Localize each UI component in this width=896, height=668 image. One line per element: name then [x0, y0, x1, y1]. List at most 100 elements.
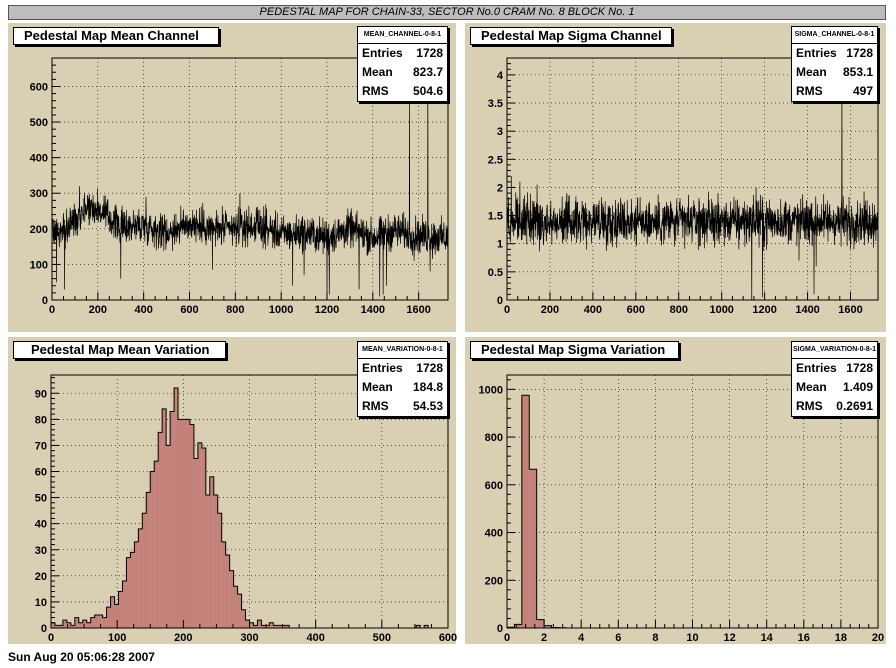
histogram-bar: [178, 419, 183, 628]
histogram-bar: [237, 594, 242, 628]
histogram-bar: [529, 469, 537, 628]
stats-rms-value: 504.6: [412, 84, 443, 98]
x-tick-label: 1400: [795, 304, 819, 316]
x-tick-label: 1600: [406, 304, 430, 316]
histogram-bar: [285, 625, 290, 628]
histogram-bar: [54, 625, 59, 628]
y-tick-label: 30: [35, 545, 47, 557]
histogram-bar: [162, 408, 167, 628]
chart-title: Pedestal Map Sigma Variation: [470, 341, 679, 359]
histogram-bar: [189, 424, 194, 628]
histogram-bar: [126, 557, 131, 628]
y-tick-label: 800: [485, 432, 503, 444]
pad-mean-variation: 0 100 200 300 400 500 600 0 10 20 30 40 50 60 70 80 90 P…: [8, 337, 457, 644]
histogram-bar: [114, 604, 119, 628]
histogram-bar: [249, 622, 254, 628]
histogram-bar: [142, 513, 147, 628]
histogram-bar: [110, 596, 115, 628]
histogram-bar: [70, 625, 75, 628]
y-tick-label: 0.5: [488, 267, 503, 279]
y-tick-label: 20: [35, 571, 47, 583]
y-tick-label: 0: [42, 295, 48, 307]
histogram-bar: [229, 570, 234, 628]
x-tick-label: 600: [180, 304, 198, 316]
y-tick-label: 0: [41, 623, 47, 635]
plot-area: [507, 375, 878, 628]
histogram-bar: [185, 419, 190, 628]
data-series-line: [51, 70, 449, 299]
histogram-bar: [281, 625, 286, 628]
x-tick-label: 200: [174, 632, 192, 644]
histogram-bar: [197, 442, 202, 628]
x-axis: 0 2 4 6 8 10 12 14 16 18 20: [504, 620, 884, 644]
histogram-bar: [78, 622, 83, 628]
histogram-bar: [166, 445, 171, 628]
histogram-bar: [233, 586, 238, 628]
y-tick-label: 0: [497, 295, 503, 307]
histogram-bar: [209, 476, 214, 628]
histogram-bar: [154, 461, 159, 628]
x-tick-label: 4: [578, 632, 585, 644]
histogram-bar: [66, 622, 71, 628]
histogram-bar: [257, 620, 262, 628]
stats-mean-value: 1.409: [842, 380, 873, 394]
y-tick-label: 400: [30, 153, 48, 165]
stats-rms-value: 0.2691: [836, 399, 873, 413]
stats-name: MEAN_VARIATION-0-8-1: [358, 342, 447, 359]
y-axis: 0 200 400 600 800 1000: [479, 375, 515, 635]
x-tick-label: 20: [872, 632, 884, 644]
x-tick-label: 0: [504, 304, 510, 316]
y-tick-label: 100: [30, 259, 48, 271]
histogram-bar: [241, 609, 246, 628]
x-tick-label: 200: [541, 304, 559, 316]
histogram-bar: [62, 620, 67, 628]
histogram-bar: [58, 625, 63, 628]
y-tick-label: 200: [30, 224, 48, 236]
stats-entries-value: 1728: [846, 46, 873, 60]
histogram-bar: [521, 395, 530, 628]
x-tick-label: 6: [615, 632, 621, 644]
histogram-bar: [201, 448, 206, 628]
x-tick-label: 800: [670, 304, 688, 316]
histogram-bar: [150, 471, 155, 628]
x-tick-label: 300: [240, 632, 258, 644]
histogram-bar: [221, 541, 226, 628]
x-tick-label: 400: [584, 304, 602, 316]
y-tick-label: 400: [485, 528, 503, 540]
stats-mean-value: 823.7: [412, 65, 443, 79]
histogram-bar: [134, 541, 139, 628]
x-tick-label: 14: [761, 632, 774, 644]
stats-mean-label: Mean: [362, 380, 393, 394]
y-tick-label: 0: [497, 623, 503, 635]
y-tick-label: 40: [35, 519, 47, 531]
x-tick-label: 1200: [752, 304, 776, 316]
histogram-bar: [130, 552, 135, 628]
y-tick-label: 70: [35, 440, 47, 452]
stats-rms-label: RMS: [362, 399, 389, 413]
chart-title: Pedestal Map Mean Variation: [13, 341, 226, 359]
x-tick-label: 200: [89, 304, 107, 316]
histogram-bar: [106, 607, 111, 628]
y-tick-label: 3: [497, 126, 503, 138]
stats-name: SIGMA_CHANNEL-0-8-1: [792, 27, 877, 44]
stats-entries-value: 1728: [416, 46, 443, 60]
x-tick-label: 1600: [838, 304, 862, 316]
y-tick-label: 1000: [479, 384, 503, 396]
histogram-bar: [424, 625, 429, 628]
stats-rms-label: RMS: [362, 84, 389, 98]
x-axis: 0 200 400 600 800 1000 1200 1400 1600: [504, 292, 878, 316]
chart-mean-variation: 0 100 200 300 400 500 600 0 10 20 30 40 50 60 70 80 90: [35, 374, 457, 644]
y-tick-label: 600: [485, 480, 503, 492]
histogram-bar: [146, 492, 151, 628]
histogram-bar: [102, 617, 107, 628]
histogram-bar: [536, 619, 545, 628]
histogram: [51, 387, 448, 629]
stats-mean-label: Mean: [796, 380, 827, 394]
y-tick-label: 4: [497, 70, 504, 82]
y-tick-label: 2.5: [488, 154, 503, 166]
x-tick-label: 12: [723, 632, 735, 644]
x-tick-label: 400: [134, 304, 152, 316]
page-title: PEDESTAL MAP FOR CHAIN-33, SECTOR No.0 C…: [8, 5, 886, 20]
y-tick-label: 80: [35, 414, 47, 426]
y-tick-label: 2: [497, 182, 503, 194]
